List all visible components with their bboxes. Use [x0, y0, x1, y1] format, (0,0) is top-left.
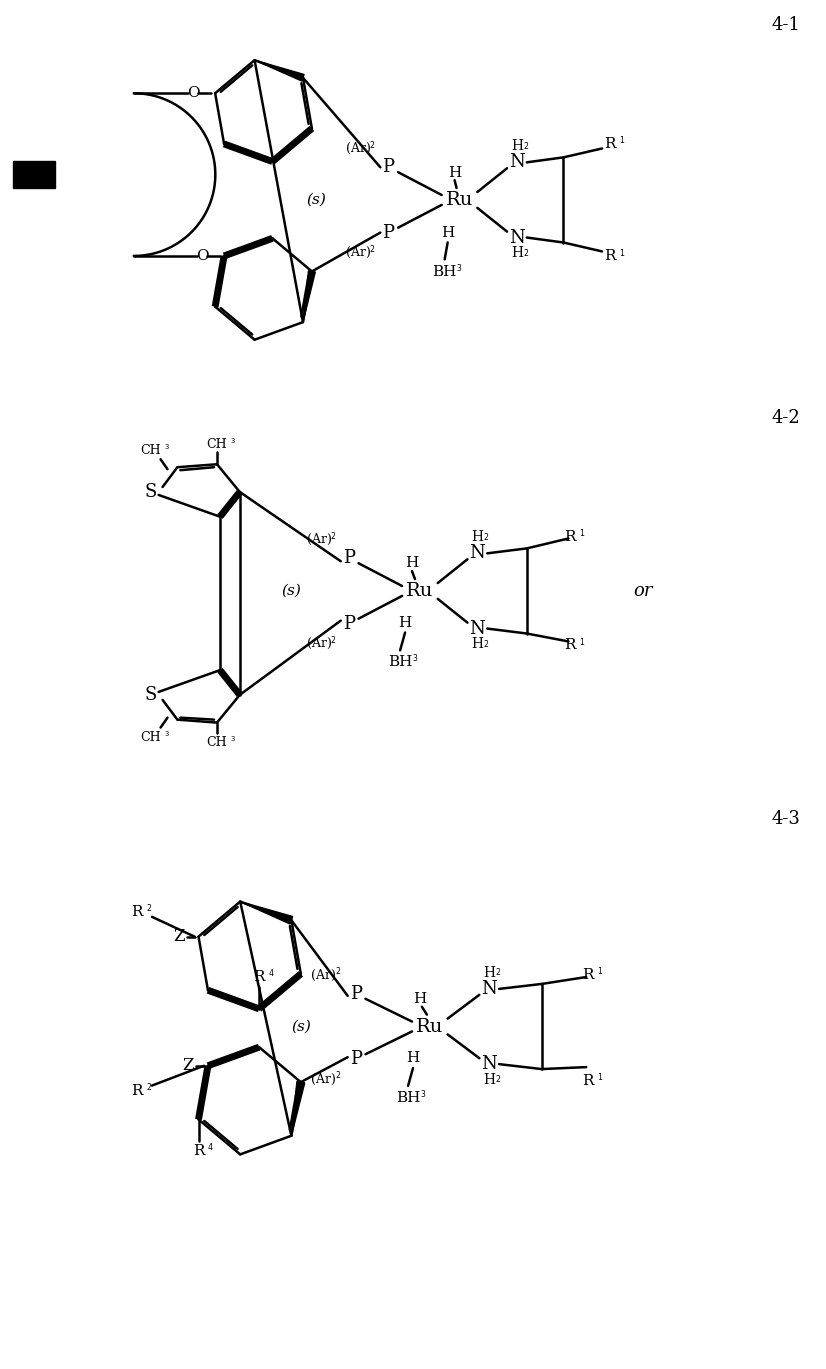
- Text: (Ar): (Ar): [306, 637, 331, 650]
- Text: H: H: [413, 991, 426, 1006]
- Text: H: H: [472, 531, 483, 545]
- Text: N: N: [469, 545, 485, 563]
- Text: P: P: [349, 984, 362, 1003]
- Text: S: S: [145, 483, 157, 501]
- Text: (Ar): (Ar): [346, 246, 371, 259]
- Text: CH: CH: [140, 444, 161, 457]
- Text: $_2$: $_2$: [369, 140, 376, 152]
- Text: $_3$: $_3$: [164, 442, 169, 452]
- Polygon shape: [240, 902, 292, 924]
- Text: 4-1: 4-1: [771, 15, 800, 34]
- Text: BH: BH: [396, 1091, 420, 1105]
- Text: R: R: [582, 1073, 594, 1088]
- Text: (s): (s): [292, 1020, 311, 1034]
- Text: R: R: [131, 1083, 143, 1098]
- Text: P: P: [343, 615, 354, 632]
- Polygon shape: [292, 1082, 305, 1136]
- Text: BH: BH: [433, 266, 457, 279]
- Text: Z: Z: [173, 928, 184, 945]
- Text: P: P: [343, 549, 354, 567]
- Text: CH: CH: [140, 731, 161, 743]
- Bar: [13, 160, 55, 189]
- Text: H: H: [441, 226, 454, 240]
- Text: H: H: [406, 556, 419, 571]
- Text: S: S: [145, 686, 157, 704]
- Text: (s): (s): [306, 193, 326, 207]
- Text: BH: BH: [388, 656, 412, 669]
- Text: $^1$: $^1$: [597, 1073, 604, 1083]
- Text: $_3$: $_3$: [230, 735, 235, 745]
- Text: $^1$: $^1$: [619, 136, 625, 145]
- Text: $_2$: $_2$: [523, 140, 529, 153]
- Text: H: H: [448, 166, 461, 181]
- Text: O: O: [196, 249, 209, 263]
- Text: N: N: [482, 980, 497, 998]
- Text: $_2$: $_2$: [495, 1073, 501, 1086]
- Text: P: P: [382, 159, 394, 177]
- Text: R: R: [565, 638, 577, 653]
- Text: $_2$: $_2$: [335, 1069, 341, 1083]
- Text: N: N: [469, 620, 485, 638]
- Text: $_2$: $_2$: [523, 248, 529, 260]
- Polygon shape: [303, 271, 316, 322]
- Text: 4-3: 4-3: [771, 809, 800, 828]
- Text: Z: Z: [183, 1057, 194, 1075]
- Text: $_3$: $_3$: [456, 263, 463, 275]
- Text: H: H: [483, 1073, 496, 1087]
- Text: $^2$: $^2$: [146, 904, 152, 914]
- Text: R: R: [582, 968, 594, 982]
- Text: R: R: [254, 971, 265, 984]
- Text: H: H: [483, 967, 496, 980]
- Text: N: N: [509, 153, 525, 171]
- Text: P: P: [382, 223, 394, 241]
- Text: $_3$: $_3$: [230, 437, 235, 446]
- Text: Ru: Ru: [416, 1017, 444, 1035]
- Text: CH: CH: [206, 737, 227, 749]
- Text: R: R: [565, 530, 577, 543]
- Text: (Ar): (Ar): [311, 1072, 336, 1086]
- Text: $_3$: $_3$: [420, 1088, 426, 1101]
- Text: $_2$: $_2$: [330, 530, 336, 542]
- Text: (Ar): (Ar): [311, 968, 336, 982]
- Text: $^4$: $^4$: [207, 1143, 214, 1153]
- Text: H: H: [511, 140, 523, 153]
- Text: $_2$: $_2$: [483, 531, 490, 543]
- Text: $_2$: $_2$: [369, 244, 376, 256]
- Text: or: or: [633, 582, 653, 600]
- Text: $^1$: $^1$: [619, 248, 625, 259]
- Text: H: H: [472, 638, 483, 652]
- Text: O: O: [187, 86, 200, 100]
- Text: P: P: [349, 1050, 362, 1068]
- Text: $_2$: $_2$: [483, 638, 490, 650]
- Text: H: H: [398, 616, 411, 630]
- Text: $^4$: $^4$: [268, 969, 275, 979]
- Text: $_3$: $_3$: [412, 653, 418, 665]
- Text: $_3$: $_3$: [164, 730, 169, 739]
- Text: $^1$: $^1$: [579, 528, 586, 538]
- Text: N: N: [509, 229, 525, 246]
- Text: (Ar): (Ar): [346, 142, 371, 155]
- Text: H: H: [406, 1051, 420, 1065]
- Text: $_2$: $_2$: [495, 967, 501, 979]
- Polygon shape: [254, 60, 304, 81]
- Text: $_2$: $_2$: [335, 967, 341, 979]
- Text: Ru: Ru: [406, 582, 434, 600]
- Text: (Ar): (Ar): [306, 533, 331, 546]
- Text: CH: CH: [206, 438, 227, 450]
- Text: 4-2: 4-2: [771, 409, 800, 427]
- Text: H: H: [511, 246, 523, 260]
- Text: $^1$: $^1$: [597, 967, 604, 977]
- Text: $_2$: $_2$: [330, 634, 336, 646]
- Text: (s): (s): [282, 585, 301, 598]
- Text: $^1$: $^1$: [579, 638, 586, 648]
- Text: R: R: [131, 905, 143, 919]
- Text: $^2$: $^2$: [146, 1083, 152, 1092]
- Text: Ru: Ru: [446, 190, 473, 209]
- Text: N: N: [482, 1055, 497, 1073]
- Text: R: R: [192, 1144, 204, 1158]
- Text: R: R: [605, 137, 615, 151]
- Text: R: R: [605, 249, 615, 263]
